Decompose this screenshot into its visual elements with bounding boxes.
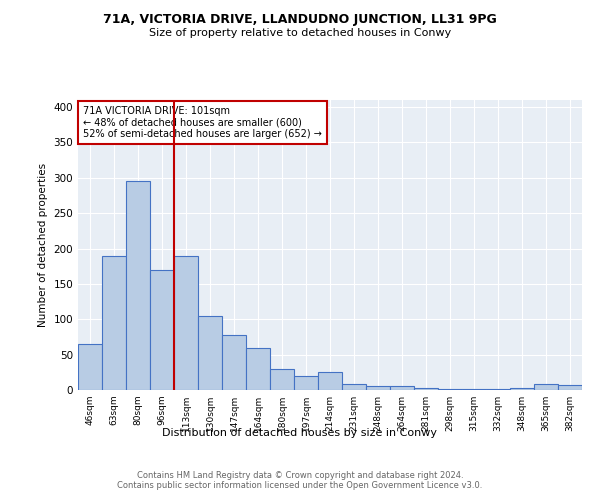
Text: 71A VICTORIA DRIVE: 101sqm
← 48% of detached houses are smaller (600)
52% of sem: 71A VICTORIA DRIVE: 101sqm ← 48% of deta… [83,106,322,139]
Bar [318,372,342,390]
Bar [102,256,126,390]
Bar [558,385,582,390]
Bar [342,384,366,390]
Text: Contains HM Land Registry data © Crown copyright and database right 2024.
Contai: Contains HM Land Registry data © Crown c… [118,470,482,490]
Bar [462,388,486,390]
Y-axis label: Number of detached properties: Number of detached properties [38,163,48,327]
Bar [534,384,558,390]
Bar [174,256,198,390]
Text: Distribution of detached houses by size in Conwy: Distribution of detached houses by size … [163,428,437,438]
Bar [198,316,222,390]
Bar [78,344,102,390]
Bar [270,369,294,390]
Text: 71A, VICTORIA DRIVE, LLANDUDNO JUNCTION, LL31 9PG: 71A, VICTORIA DRIVE, LLANDUDNO JUNCTION,… [103,12,497,26]
Text: Size of property relative to detached houses in Conwy: Size of property relative to detached ho… [149,28,451,38]
Bar [294,376,318,390]
Bar [366,386,390,390]
Bar [150,270,174,390]
Bar [390,386,414,390]
Bar [246,348,270,390]
Bar [438,388,462,390]
Bar [414,388,438,390]
Bar [486,388,510,390]
Bar [510,388,534,390]
Bar [222,335,246,390]
Bar [126,182,150,390]
